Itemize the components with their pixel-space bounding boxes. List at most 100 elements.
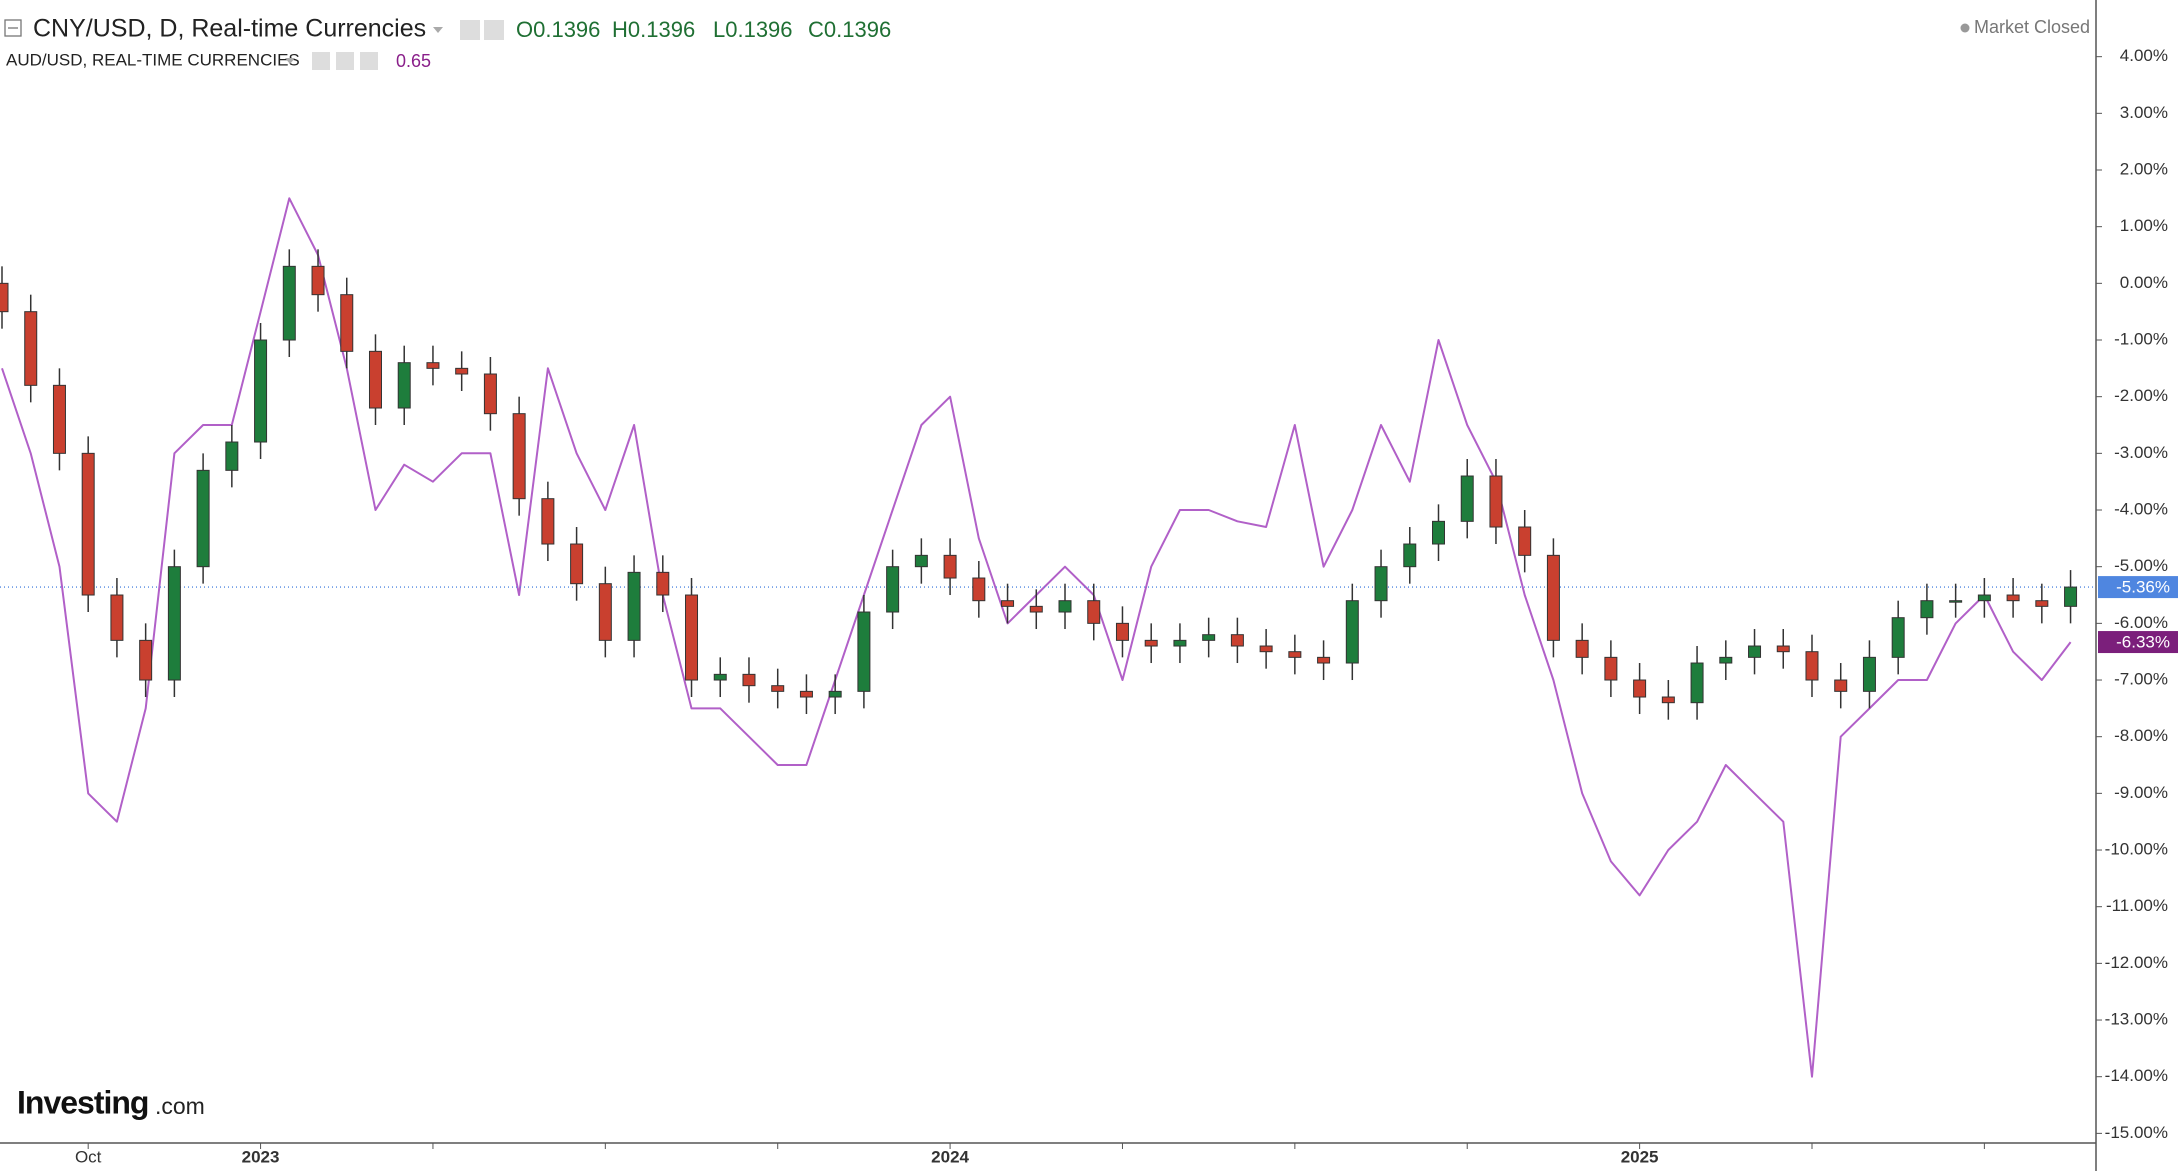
candle-body bbox=[340, 294, 354, 352]
series-title: CNY/USD, D, Real-time Currencies bbox=[33, 15, 426, 43]
settings-icon[interactable] bbox=[312, 52, 330, 70]
candle-body bbox=[368, 350, 382, 409]
y-tick-label: -6.00% bbox=[2114, 613, 2168, 632]
candle-body bbox=[1633, 679, 1647, 698]
y-tick-label: -9.00% bbox=[2114, 783, 2168, 802]
candle-body bbox=[857, 611, 871, 692]
candle-body bbox=[685, 594, 699, 681]
candle-body bbox=[426, 362, 440, 369]
candle-body bbox=[1087, 600, 1101, 624]
settings-icon[interactable] bbox=[336, 52, 354, 70]
candle-body bbox=[570, 543, 584, 585]
market-status: Market Closed bbox=[1974, 17, 2090, 37]
settings-icon[interactable] bbox=[484, 20, 504, 40]
y-tick-label: 0.00% bbox=[2120, 273, 2168, 292]
brand-name: Investing bbox=[17, 1084, 148, 1120]
candle-body bbox=[1719, 656, 1733, 664]
candle-body bbox=[1259, 645, 1273, 653]
candle-body bbox=[254, 339, 268, 443]
y-tick-label: 3.00% bbox=[2120, 103, 2168, 122]
candle-body bbox=[1575, 639, 1589, 658]
compare-quote: 0.65 bbox=[396, 51, 431, 71]
y-tick-label: -13.00% bbox=[2105, 1010, 2168, 1029]
candle-body bbox=[1949, 600, 1963, 603]
candle-body bbox=[1690, 662, 1704, 704]
y-tick-label: -12.00% bbox=[2105, 953, 2168, 972]
candle-body bbox=[1202, 634, 1216, 641]
candle-body bbox=[771, 685, 785, 692]
candle-body bbox=[0, 282, 9, 313]
y-tick-label: -1.00% bbox=[2114, 329, 2168, 348]
candle-body bbox=[24, 311, 38, 386]
candle-body bbox=[598, 583, 612, 641]
collapse-icon[interactable] bbox=[4, 19, 22, 37]
candle-body bbox=[311, 265, 325, 296]
candle-body bbox=[2064, 586, 2078, 607]
brand-suffix: .com bbox=[155, 1093, 205, 1119]
candle-body bbox=[656, 571, 670, 596]
candle-body bbox=[1288, 651, 1302, 658]
quote-open: O0.1396 bbox=[516, 17, 600, 42]
candle-body bbox=[483, 373, 497, 415]
candle-body bbox=[1029, 605, 1043, 613]
candle-body bbox=[1230, 634, 1244, 647]
candle-body bbox=[713, 673, 727, 681]
candle-body bbox=[1173, 639, 1187, 647]
remove-icon[interactable] bbox=[360, 52, 378, 70]
candle-body bbox=[1374, 566, 1388, 602]
y-tick-label: -3.00% bbox=[2114, 443, 2168, 462]
plot-area bbox=[0, 197, 2096, 1078]
candle-body bbox=[1862, 656, 1876, 692]
candle-body bbox=[1345, 600, 1359, 664]
candle-body bbox=[455, 367, 469, 375]
candle-body bbox=[1058, 600, 1072, 613]
y-tick-label: 1.00% bbox=[2120, 216, 2168, 235]
y-tick-label: -15.00% bbox=[2105, 1123, 2168, 1142]
candle-body bbox=[943, 554, 957, 579]
dropdown-arrow[interactable] bbox=[433, 27, 443, 33]
y-tick-label: -4.00% bbox=[2114, 499, 2168, 518]
dropdown-arrow[interactable] bbox=[285, 58, 295, 64]
y-tick-label: -10.00% bbox=[2105, 840, 2168, 859]
y-tick-label: -5.00% bbox=[2114, 556, 2168, 575]
candle-body bbox=[541, 498, 555, 545]
candle-body bbox=[81, 452, 95, 596]
y-tick-label: -2.00% bbox=[2114, 386, 2168, 405]
y-tick-label: -11.00% bbox=[2106, 896, 2168, 915]
last-value-label: -5.36% bbox=[2116, 578, 2170, 597]
last-value-tag bbox=[2098, 631, 2178, 654]
candle-body bbox=[1460, 475, 1474, 522]
y-tick-label: -8.00% bbox=[2114, 726, 2168, 745]
candle-body bbox=[512, 413, 526, 500]
y-tick-label: -14.00% bbox=[2105, 1066, 2168, 1085]
candle-body bbox=[397, 362, 411, 409]
quote-close: C0.1396 bbox=[808, 17, 891, 42]
candle-body bbox=[1776, 645, 1790, 653]
candle-body bbox=[828, 690, 842, 698]
candle-body bbox=[196, 469, 210, 568]
y-tick-label: 2.00% bbox=[2120, 159, 2168, 178]
candle-body bbox=[1115, 622, 1129, 641]
candle-body bbox=[2006, 594, 2020, 602]
y-tick-label: -7.00% bbox=[2114, 670, 2168, 689]
candle-body bbox=[1977, 594, 1991, 602]
candle-body bbox=[972, 577, 986, 602]
candle-body bbox=[627, 571, 641, 641]
candle-body bbox=[225, 441, 239, 471]
candle-body bbox=[1805, 651, 1819, 681]
candle-body bbox=[1546, 554, 1560, 641]
candle-body bbox=[914, 554, 928, 568]
candle-body bbox=[139, 639, 153, 681]
candle-body bbox=[1748, 645, 1762, 658]
candle-body bbox=[1891, 617, 1905, 658]
candle-body bbox=[1403, 543, 1417, 568]
last-value-tag bbox=[2098, 576, 2178, 599]
x-tick-label: 2024 bbox=[931, 1147, 969, 1166]
settings-icon[interactable] bbox=[460, 20, 480, 40]
x-tick-label: 2025 bbox=[1621, 1147, 1659, 1166]
candle-body bbox=[1317, 656, 1331, 664]
candle-body bbox=[1144, 639, 1158, 647]
status-dot bbox=[1960, 23, 1970, 33]
candle-body bbox=[742, 673, 756, 687]
